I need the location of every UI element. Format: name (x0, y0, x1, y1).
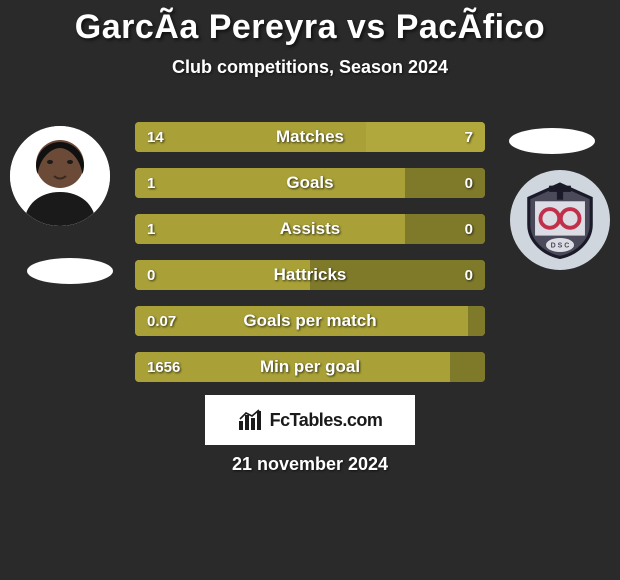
stat-right-half: 0 (310, 260, 485, 290)
stat-right-half (468, 306, 486, 336)
stat-right-half: 0 (405, 168, 486, 198)
stat-left-half: 1656 (135, 352, 450, 382)
stat-right-half: 7 (366, 122, 485, 152)
player-right-avatar: D S C (510, 170, 610, 270)
stat-left-value: 0 (147, 267, 155, 284)
stat-row: 1656Min per goal (135, 352, 485, 382)
stat-row: 10Goals (135, 168, 485, 198)
player-left-avatar (10, 126, 110, 226)
stat-row: 10Assists (135, 214, 485, 244)
stat-row: 147Matches (135, 122, 485, 152)
brand-text: FcTables.com (270, 410, 383, 431)
stat-left-half: 1 (135, 168, 405, 198)
stat-left-half: 14 (135, 122, 366, 152)
snapshot-date: 21 november 2024 (0, 454, 620, 475)
page-title: GarcÃ­a Pereyra vs PacÃ­fico (0, 8, 620, 47)
stat-left-value: 1 (147, 221, 155, 238)
stat-left-value: 1 (147, 175, 155, 192)
bars-icon (238, 409, 264, 431)
stat-right-half: 0 (405, 214, 486, 244)
stat-left-half: 1 (135, 214, 405, 244)
stat-right-value: 0 (465, 267, 473, 284)
stat-right-value: 0 (465, 175, 473, 192)
svg-text:D S C: D S C (551, 242, 570, 249)
stat-left-value: 0.07 (147, 313, 176, 330)
stats-panel: 147Matches10Goals10Assists00Hattricks0.0… (135, 122, 485, 398)
club-crest-icon: D S C (521, 181, 599, 259)
player-right-flag (509, 128, 595, 154)
brand-badge: FcTables.com (205, 395, 415, 445)
stat-left-value: 1656 (147, 359, 180, 376)
stat-right-half (450, 352, 485, 382)
stat-left-half: 0.07 (135, 306, 468, 336)
stat-left-half: 0 (135, 260, 310, 290)
person-silhouette-icon (10, 126, 110, 226)
comparison-card: GarcÃ­a Pereyra vs PacÃ­fico Club compet… (0, 0, 620, 580)
stat-right-value: 7 (465, 129, 473, 146)
stat-row: 00Hattricks (135, 260, 485, 290)
stat-row: 0.07Goals per match (135, 306, 485, 336)
stat-left-value: 14 (147, 129, 164, 146)
player-left-flag (27, 258, 113, 284)
stat-right-value: 0 (465, 221, 473, 238)
page-subtitle: Club competitions, Season 2024 (0, 57, 620, 78)
